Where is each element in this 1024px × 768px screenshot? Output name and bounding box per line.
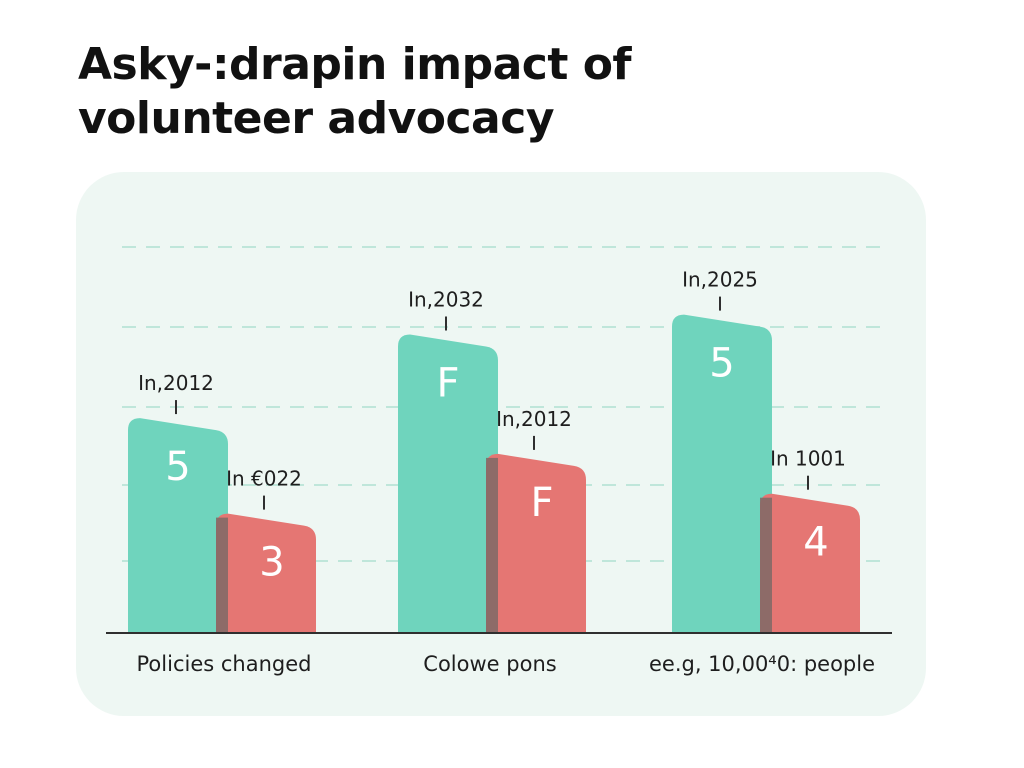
category-label-2: ee.g, 10,00⁴0: people xyxy=(649,652,875,676)
bar-shadow-2 xyxy=(760,497,772,633)
annotation-label-teal-0: In,2012 xyxy=(138,371,214,395)
annotation-label-red-2: In 1001 xyxy=(770,447,846,471)
bar-red-1 xyxy=(486,453,586,633)
annotation-label-red-0: In €022 xyxy=(226,467,302,491)
bar-value-label-red-1: F xyxy=(530,480,553,526)
category-label-0: Policies changed xyxy=(137,652,312,676)
bar-value-label-teal-2: 5 xyxy=(709,341,734,387)
bar-teal-1 xyxy=(398,334,498,633)
bar-value-label-red-2: 4 xyxy=(803,520,828,566)
bar-value-label-red-0: 3 xyxy=(259,540,284,586)
chart-title: Asky-:drapin impact of volunteer advocac… xyxy=(78,39,632,144)
bar-value-label-teal-0: 5 xyxy=(165,444,190,490)
bar-red-2 xyxy=(760,493,860,633)
labels: 5 In,2012 3 In €022 Policies changed F In,2032… xyxy=(137,268,876,676)
bar-shadow-0 xyxy=(216,517,228,633)
bars xyxy=(128,314,860,633)
bar-red-0 xyxy=(216,513,316,633)
bar-shadow-1 xyxy=(486,457,498,633)
annotation-label-red-1: In,2012 xyxy=(496,407,572,431)
bar-value-label-teal-1: F xyxy=(436,361,459,407)
annotation-label-teal-1: In,2032 xyxy=(408,288,484,312)
category-label-1: Colowe pons xyxy=(423,652,556,676)
bar-teal-2 xyxy=(672,314,772,633)
bar-teal-0 xyxy=(128,418,228,633)
annotation-label-teal-2: In,2025 xyxy=(682,268,758,292)
